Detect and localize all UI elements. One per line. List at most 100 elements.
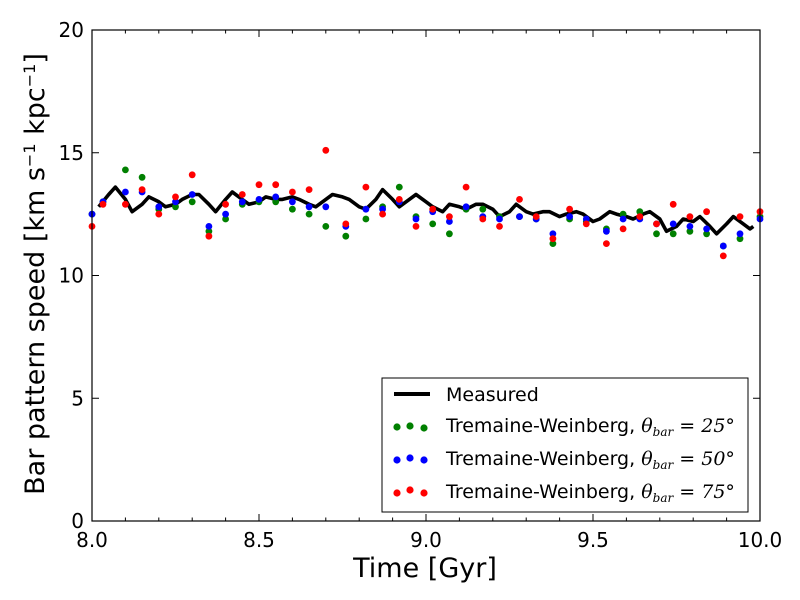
data-point-series-3	[603, 240, 610, 248]
data-point-series-2	[669, 220, 677, 228]
data-point-series-1	[736, 235, 744, 243]
y-axis-title-close: ]	[20, 53, 51, 64]
data-point-series-2	[379, 205, 386, 213]
data-point-series-3	[636, 213, 644, 221]
y-axis-title: Bar pattern speed [km s−1 kpc−1]	[20, 53, 52, 495]
data-point-series-2	[719, 242, 727, 250]
data-point-series-3	[412, 223, 420, 230]
data-point-series-3	[516, 196, 523, 203]
data-point-series-3	[395, 196, 403, 203]
axis-ticks: 8.0 8.5 9.0 9.5 10.0 0 5 10 15 20	[59, 18, 783, 552]
x-axis-title: Time [Gyr]	[352, 553, 497, 584]
data-point-series-2	[305, 203, 313, 211]
data-point-series-2	[736, 230, 744, 238]
data-point-series-1	[549, 240, 557, 248]
legend-label-tw50: Tremaine-Weinberg, θbar = 50°	[445, 448, 735, 472]
data-point-series-1	[188, 198, 196, 206]
data-point-series-1	[479, 205, 487, 213]
data-point-series-3	[379, 210, 386, 218]
data-point-series-1	[272, 198, 280, 206]
y-tick-label: 5	[71, 386, 84, 410]
x-tick-label: 8.0	[76, 528, 108, 552]
data-point-series-1	[305, 210, 313, 218]
data-point-series-2	[322, 203, 330, 211]
data-point-series-2	[686, 223, 694, 230]
data-point-series-1	[122, 166, 129, 174]
y-axis-title-unit: kpc	[20, 87, 51, 143]
data-point-series-3	[719, 252, 727, 260]
data-point-series-3	[362, 183, 370, 191]
series-line-measured	[97, 185, 755, 236]
data-point-series-3	[172, 193, 179, 201]
data-point-series-1	[289, 205, 296, 213]
data-point-series-2	[496, 215, 503, 223]
data-point-series-3	[255, 181, 263, 189]
data-point-series-2	[172, 198, 179, 206]
data-point-series-3	[462, 183, 470, 191]
data-point-series-2	[205, 223, 213, 230]
data-point-series-2	[603, 227, 610, 235]
data-point-series-1	[172, 203, 179, 211]
legend-box	[381, 377, 749, 513]
data-point-series-3	[155, 210, 163, 218]
data-point-series-3	[305, 186, 313, 194]
data-point-series-3	[138, 186, 146, 194]
data-point-series-1	[342, 232, 350, 240]
data-point-series-2	[222, 210, 230, 218]
data-point-series-3	[496, 223, 503, 230]
data-point-series-2	[289, 198, 296, 206]
x-tick-label: 9.0	[410, 528, 442, 552]
data-point-series-1	[446, 230, 453, 238]
data-point-series-3	[479, 215, 487, 223]
data-point-series-2	[446, 218, 453, 225]
data-point-series-2	[566, 213, 573, 221]
data-point-series-3	[238, 191, 246, 198]
data-point-series-3	[289, 188, 296, 196]
y-tick-label: 0	[71, 509, 84, 533]
data-point-series-2	[122, 188, 129, 196]
data-point-series-1	[703, 230, 710, 238]
data-point-series-2	[272, 193, 280, 201]
data-point-series-3	[272, 181, 280, 189]
y-tick-label: 15	[59, 141, 84, 165]
data-point-series-1	[653, 230, 660, 238]
data-point-series-3	[429, 205, 437, 213]
data-point-series-2	[255, 196, 263, 203]
data-point-series-3	[566, 205, 573, 213]
data-point-series-3	[446, 213, 453, 221]
data-point-series-3	[342, 220, 350, 228]
data-point-series-3	[99, 200, 107, 208]
data-point-series-1	[429, 220, 437, 228]
data-point-series-3	[322, 146, 330, 154]
data-point-series-3	[703, 208, 710, 216]
y-axis-title-main: Bar pattern speed [km s	[20, 167, 51, 495]
data-point-series-1	[395, 183, 403, 191]
data-point-series-1	[619, 210, 627, 218]
data-point-series-3	[532, 213, 540, 221]
data-point-series-1	[669, 230, 677, 238]
data-point-series-3	[653, 220, 660, 228]
data-point-series-1	[138, 173, 146, 181]
plot-marks	[88, 146, 764, 260]
x-tick-label: 10.0	[738, 528, 783, 552]
data-point-series-2	[362, 205, 370, 213]
data-point-series-3	[736, 213, 744, 221]
data-point-series-2	[703, 225, 710, 233]
data-point-series-2	[582, 215, 590, 223]
data-point-series-3	[205, 232, 213, 240]
data-point-series-3	[222, 200, 230, 208]
data-point-series-3	[619, 225, 627, 233]
data-point-series-1	[636, 208, 644, 216]
y-axis-title-exp-2: −1	[20, 64, 39, 88]
data-point-series-3	[549, 235, 557, 243]
data-point-series-1	[222, 215, 230, 223]
data-point-series-2	[238, 198, 246, 206]
legend-swatch-tw25	[393, 422, 428, 432]
x-tick-label: 8.5	[243, 528, 275, 552]
data-point-series-3	[686, 213, 694, 221]
data-point-series-2	[516, 213, 523, 221]
data-point-series-3	[582, 220, 590, 228]
y-axis-title-exp-1: −1	[20, 143, 39, 167]
x-tick-label: 9.5	[577, 528, 609, 552]
